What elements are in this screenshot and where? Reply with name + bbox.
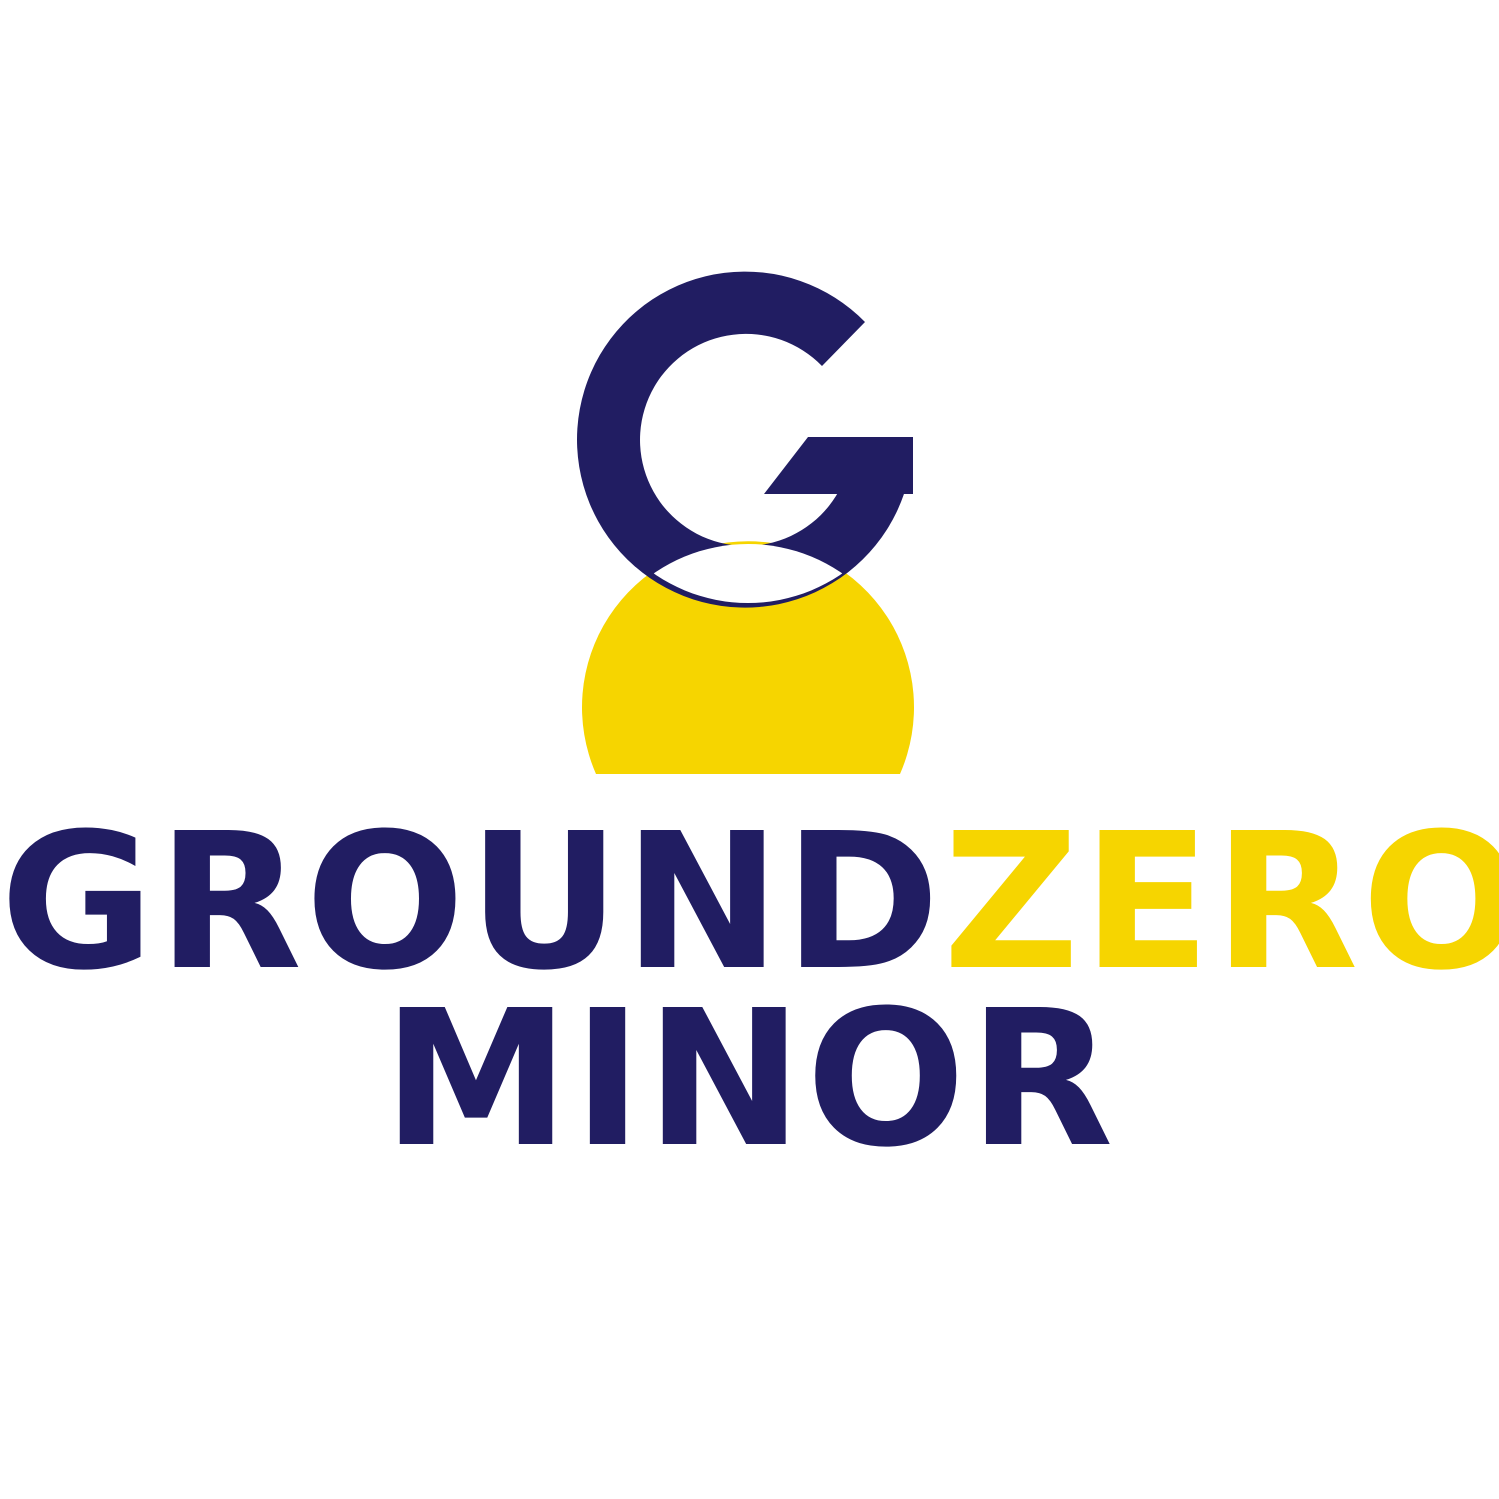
g-ring <box>577 271 914 608</box>
wordmark-minor: MINOR <box>382 970 1117 1189</box>
body-shape <box>581 541 914 774</box>
g-bar <box>764 437 913 494</box>
wordmark-line-1: GROUNDZERO <box>0 809 1499 997</box>
wordmark-zero: ZERO <box>942 793 1499 1012</box>
wordmark-ground: GROUND <box>0 793 943 1012</box>
